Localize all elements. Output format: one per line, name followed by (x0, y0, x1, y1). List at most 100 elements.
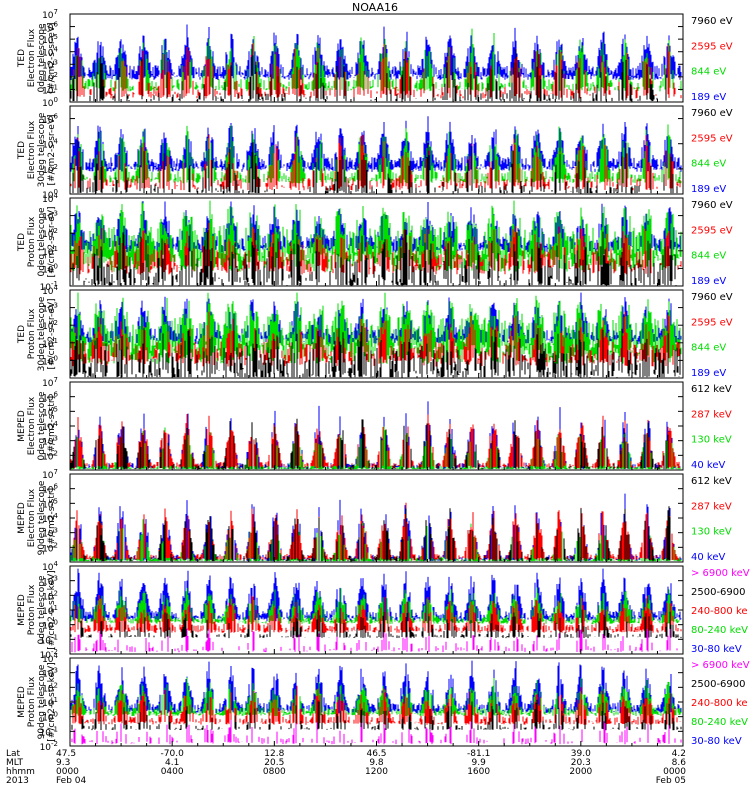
y-tick-exp: -1 (51, 280, 58, 288)
legend-entry: 2500-6900 (691, 679, 746, 690)
legend-entry: 189 eV (691, 184, 726, 195)
legend-entry: 7960 eV (691, 200, 733, 211)
x-col-date: Feb 04 (56, 776, 87, 786)
x-col-lat: -81.1 (467, 749, 490, 759)
y-axis-label-line: [#/cm2-s-sr-eV] (47, 299, 57, 370)
legend-entry: 2595 eV (691, 41, 733, 52)
y-axis-label-line: TED (17, 233, 27, 252)
y-axis-label: TED Proton Flux 0deg telescope [#/cm2-s-sr-… (17, 207, 57, 278)
x-col-date: Feb 05 (656, 776, 686, 786)
legend-entry: 189 eV (691, 368, 726, 379)
y-axis-label-line: [#/cm2-s-sr-eV] (47, 207, 57, 278)
legend-entry: 189 eV (691, 92, 726, 103)
y-axis-label: TED Electron Flux 30deg telescope [#/cm2-s-… (17, 112, 57, 187)
y-axis-label-line: [#/cm2-s-str-keV] (47, 662, 57, 741)
y-tick-exp: -2 (51, 740, 58, 748)
y-axis-label-line: Electron Flux (27, 396, 37, 455)
series-trace-6-1 (76, 506, 680, 562)
x-col-hhmm: 0000 (56, 767, 79, 777)
y-tick-exp: 2 (54, 227, 58, 235)
y-axis-label-line: [#/cm2-s-sr-eV] (47, 23, 57, 94)
y-tick-exp: 2 (54, 541, 58, 549)
y-tick-exp: 1 (54, 337, 58, 345)
legend-entry: 30-80 keV (691, 644, 742, 655)
series-trace-3-1 (72, 228, 677, 287)
y-axis-label-line: TED (17, 325, 27, 344)
series-trace-4-2 (70, 311, 680, 367)
x-row-label: hhmm (6, 767, 35, 777)
legend-entry: 844 eV (691, 159, 726, 170)
y-tick-exp: 2 (54, 449, 58, 457)
y-axis-label-line: [#/cm2-s-str] (47, 488, 57, 548)
y-tick-exp: 0 (54, 96, 58, 104)
series-trace-5-2 (70, 414, 680, 469)
y-tick-exp: 3 (54, 435, 58, 443)
y-axis-label-line: Proton Flux (27, 216, 37, 267)
x-col-mlt: 20.5 (264, 758, 284, 768)
legend-entry: 80-240 keV (691, 717, 748, 728)
y-tick-exp: 5 (54, 33, 58, 41)
x-col-mlt: 9.8 (369, 758, 384, 768)
legend-entry: > 6900 keV (691, 568, 750, 579)
y-axis-label: MEPED Electron Flux 0deg telescope [#/cm2-s… (17, 391, 57, 461)
legend-entry: 844 eV (691, 67, 726, 78)
y-tick-exp: 7 (54, 376, 58, 384)
y-tick-exp: 7 (54, 468, 58, 476)
y-axis-label: TED Proton Flux 30deg telescope [#/cm2-s-sr… (17, 296, 57, 371)
y-axis-label: MEPED Proton Flux 0deg telescope [#/cm2-s-s… (17, 570, 57, 649)
legend-entry: 2595 eV (691, 133, 733, 144)
y-tick-exp: 0 (54, 262, 58, 270)
y-axis-label-line: 0deg telescope (37, 23, 47, 93)
legend-entry: 2500-6900 (691, 587, 746, 598)
legend-entry: 844 eV (691, 251, 726, 262)
y-tick-exp: 3 (54, 58, 58, 66)
y-tick-exp: 6 (54, 483, 59, 491)
y-tick-exp: 1 (54, 696, 58, 704)
y-tick-exp: 2 (54, 163, 58, 171)
y-axis-label: TED Electron Flux 0deg telescope [#/cm2-s-s… (17, 23, 57, 94)
x-row-label: Lat (6, 749, 21, 759)
x-col-lat: 39.0 (571, 749, 591, 759)
y-axis-label-line: MEPED (17, 686, 27, 718)
x-col-mlt: 9.9 (472, 758, 487, 768)
chart-title: NOAA16 (351, 1, 399, 14)
x-col-mlt: 8.6 (672, 758, 687, 768)
y-tick-exp: 5 (54, 497, 58, 505)
y-axis-label-line: MEPED (17, 410, 27, 442)
x-row-label: MLT (6, 758, 24, 768)
y-tick-exp: 6 (54, 21, 59, 29)
y-axis-label-line: 90deg telescope (37, 480, 47, 555)
y-tick-exp: 6 (54, 113, 59, 121)
legend-entry: > 6900 keV (691, 660, 750, 671)
series-trace-8-2 (71, 699, 682, 731)
y-axis-label-line: TED (17, 141, 27, 160)
y-tick-exp: 1 (54, 604, 58, 612)
y-tick-exp: 6 (54, 391, 59, 399)
y-tick-exp: 7 (54, 8, 58, 16)
y-tick-exp: 4 (54, 652, 59, 660)
legend-entry: 189 eV (691, 276, 726, 287)
series-trace-1-1 (70, 49, 667, 102)
y-tick-exp: 0 (54, 354, 58, 362)
x-col-hhmm: 2000 (569, 767, 592, 777)
x-col-mlt: 20.3 (571, 758, 591, 768)
series-trace-8-3 (72, 685, 682, 725)
x-col-hhmm: 1600 (467, 767, 490, 777)
y-tick-exp: -1 (51, 725, 58, 733)
y-axis-label-line: 90deg telescope (37, 664, 47, 739)
x-col-hhmm: 0800 (263, 767, 286, 777)
y-tick-label: 107 (42, 376, 58, 389)
legend-entry: 612 keV (691, 384, 732, 395)
legend-entry: 40 keV (691, 460, 725, 471)
legend-entry: 7960 eV (691, 16, 733, 27)
x-col-lat: 4.2 (672, 749, 686, 759)
x-col-lat: 47.5 (56, 749, 76, 759)
legend-entry: 287 keV (691, 501, 732, 512)
y-axis-label-line: 0deg telescope (37, 207, 47, 277)
legend-entry: 80-240 keV (691, 625, 748, 636)
